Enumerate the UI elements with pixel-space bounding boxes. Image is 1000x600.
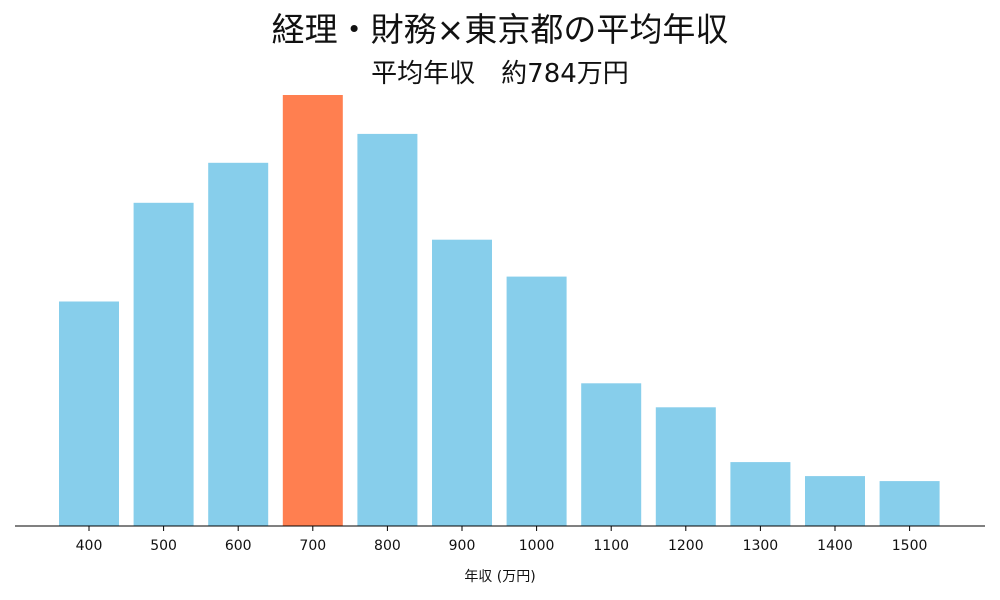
bar-1000 [506, 276, 567, 526]
x-tick-label-1200: 1200 [668, 538, 704, 554]
bars-group [59, 95, 940, 527]
bar-800 [357, 133, 418, 526]
chart-subtitle: 平均年収 約784万円 [371, 59, 629, 89]
x-tick-label-400: 400 [76, 538, 103, 554]
bar-1400 [805, 476, 865, 526]
chart-title: 経理・財務×東京都の平均年収 [271, 10, 729, 49]
bar-1500 [879, 481, 940, 526]
bar-500 [133, 202, 194, 527]
x-tick-label-1400: 1400 [817, 538, 853, 554]
x-tick-label-800: 800 [374, 538, 401, 554]
x-tick-label-700: 700 [299, 538, 326, 554]
x-tick-label-1000: 1000 [519, 538, 555, 554]
x-tick-label-1500: 1500 [892, 538, 928, 554]
x-tick-label-600: 600 [225, 538, 252, 554]
bar-1100 [581, 383, 642, 526]
x-tick-label-1300: 1300 [743, 538, 779, 554]
bar-1200 [655, 407, 716, 526]
x-tick-label-900: 900 [449, 538, 476, 554]
bar-900 [432, 239, 492, 526]
bar-1300 [730, 462, 791, 526]
bar-400 [59, 301, 119, 526]
x-ticks-group: 400 500 600 700 800 900 1000 1100 1200 1300 1400 15… [76, 526, 928, 554]
bar-700 [282, 95, 343, 526]
x-axis-label: 年収 (万円) [464, 569, 535, 585]
bar-600 [208, 162, 269, 527]
x-tick-label-1100: 1100 [593, 538, 629, 554]
x-tick-label-500: 500 [150, 538, 177, 554]
